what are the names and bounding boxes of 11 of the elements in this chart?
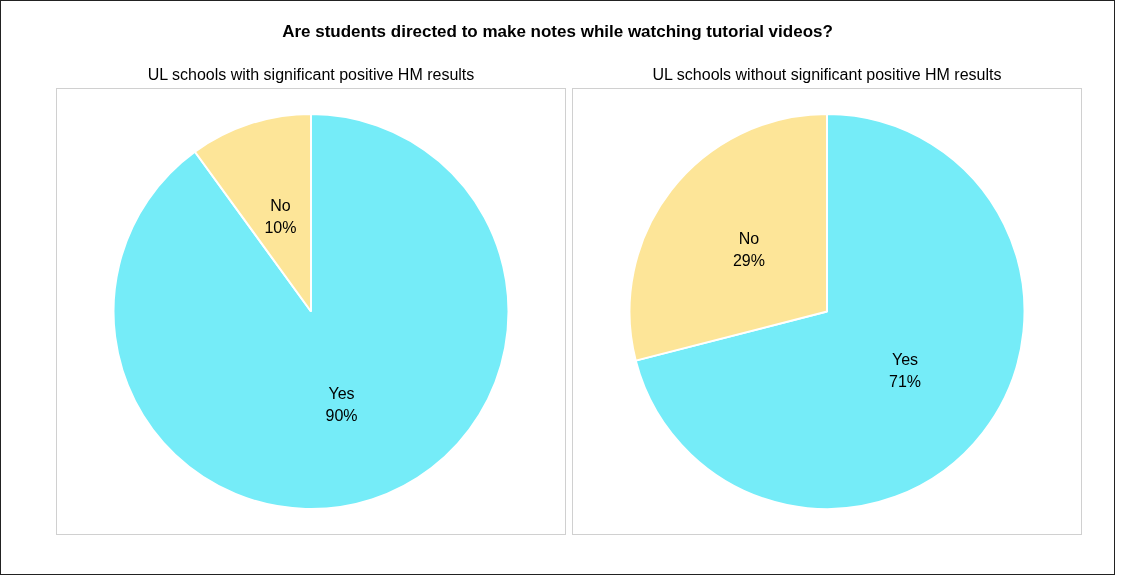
slice-label: No	[738, 230, 760, 248]
slice-label: Yes	[891, 351, 919, 369]
data-label: 90%	[325, 406, 358, 424]
data-label: 29%	[732, 252, 765, 270]
data-label: 10%	[264, 218, 297, 236]
chart-subtitle: UL schools with significant positive HM results	[146, 66, 476, 85]
text: Are students directed to make notes while watching tutorial videos?	[281, 22, 834, 42]
data-label: 71%	[889, 373, 922, 391]
chart-subtitle: UL schools without significant positive HM results	[651, 66, 1003, 85]
slice-label: Yes	[328, 384, 355, 402]
slice-label: No	[270, 196, 291, 214]
